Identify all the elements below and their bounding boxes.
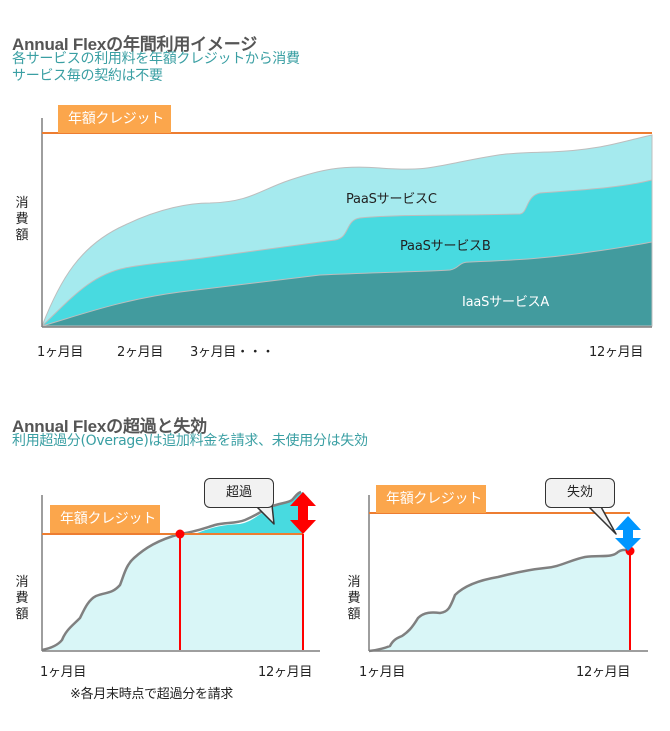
overage-area — [195, 492, 303, 534]
y-axis-label: 消費額 — [347, 575, 361, 622]
series-label-c: PaaSサービスC — [346, 192, 437, 207]
credit-label-tag: 年額クレジット — [50, 505, 160, 533]
section2-subtitle: 利用超過分(Overage)は追加料金を請求、未使用分は失効 — [12, 433, 368, 449]
section1-title: Annual Flexの年間利用イメージ — [12, 35, 258, 54]
overage-double-arrow-icon — [290, 492, 316, 534]
consumption-area — [369, 549, 630, 651]
x-tick-1: 1ヶ月目 — [37, 345, 84, 360]
expiry-callout: 失効 — [545, 478, 615, 508]
y-axis-label: 消費額 — [15, 196, 29, 243]
overage-callout: 超過 — [204, 478, 274, 508]
crossing-marker-dot — [175, 529, 185, 539]
expiry-double-arrow-icon — [615, 516, 641, 551]
billing-note: ※各月末時点で超過分を請求 — [70, 687, 233, 702]
credit-label-tag: 年額クレジット — [58, 105, 171, 133]
series-label-a: IaaSサービスA — [462, 295, 550, 310]
consumption-area — [42, 534, 303, 650]
section1-subtitle-line1: 各サービスの利用料を年額クレジットから消費 — [12, 51, 300, 67]
x-tick-12: 12ヶ月目 — [589, 345, 644, 360]
x-tick-12: 12ヶ月目 — [576, 665, 631, 680]
x-tick-1: 1ヶ月目 — [40, 665, 87, 680]
consumption-curve — [368, 548, 631, 653]
section1-subtitle-line2: サービス毎の契約は不要 — [12, 68, 163, 84]
service-a-area — [41, 241, 653, 327]
series-label-b: PaaSサービスB — [400, 239, 491, 254]
section2-title: Annual Flexの超過と失効 — [12, 417, 207, 436]
x-tick-2: 2ヶ月目 — [117, 345, 164, 360]
x-tick-1: 1ヶ月目 — [359, 665, 406, 680]
y-axis-label: 消費額 — [15, 575, 29, 622]
credit-label-tag: 年額クレジット — [376, 485, 486, 513]
x-tick-3: 3ヶ月目・・・ — [190, 345, 275, 360]
x-tick-12: 12ヶ月目 — [258, 665, 313, 680]
